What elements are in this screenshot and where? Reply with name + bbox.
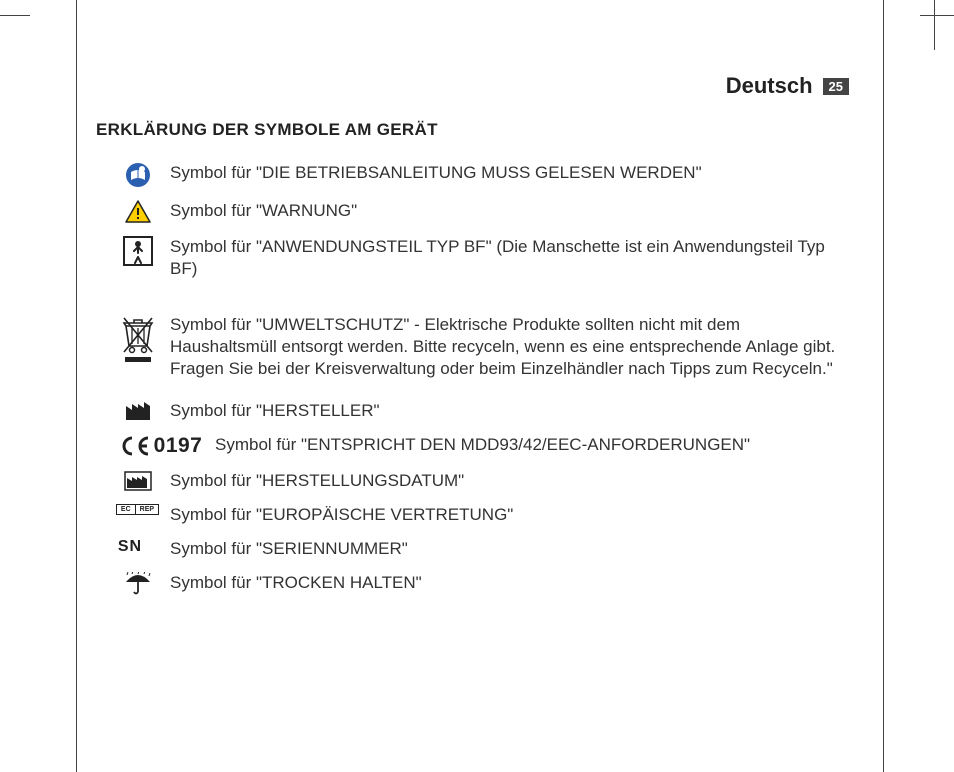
- sn-label: SN: [118, 538, 142, 556]
- list-item: Symbol für "HERSTELLUNGSDATUM": [105, 468, 844, 492]
- page-header: Deutsch 25: [726, 73, 849, 99]
- ce-mark-icon: 0197: [105, 432, 215, 458]
- keep-dry-icon: [105, 570, 170, 596]
- list-item: 0197 Symbol für "ENTSPRICHT DEN MDD93/42…: [105, 432, 844, 458]
- crop-mark: [0, 15, 30, 16]
- rep-label: REP: [136, 505, 158, 514]
- symbol-description: Symbol für "ANWENDUNGSTEIL TYP BF" (Die …: [170, 234, 844, 280]
- symbol-description: Symbol für "HERSTELLER": [170, 398, 380, 422]
- serial-number-icon: SN: [105, 536, 155, 556]
- crop-mark: [920, 15, 954, 16]
- symbol-description: Symbol für "TROCKEN HALTEN": [170, 570, 422, 594]
- section-title: ERKLÄRUNG DER SYMBOLE AM GERÄT: [96, 120, 438, 140]
- document-page: Deutsch 25 ERKLÄRUNG DER SYMBOLE AM GERÄ…: [0, 0, 954, 772]
- language-label: Deutsch: [726, 73, 813, 99]
- list-item: Symbol für "WARNUNG": [105, 198, 844, 224]
- list-item: Symbol für "TROCKEN HALTEN": [105, 570, 844, 596]
- crop-mark: [934, 0, 935, 50]
- symbol-description: Symbol für "DIE BETRIEBSANLEITUNG MUSS G…: [170, 160, 702, 184]
- list-item: Symbol für "UMWELTSCHUTZ" - Elektrische …: [105, 312, 844, 380]
- symbol-description: Symbol für "EUROPÄISCHE VERTRETUNG": [170, 502, 513, 526]
- symbol-description: Symbol für "SERIENNUMMER": [155, 536, 408, 560]
- symbol-description: Symbol für "HERSTELLUNGSDATUM": [170, 468, 464, 492]
- weee-icon: [105, 312, 170, 364]
- ec-label: EC: [117, 505, 136, 514]
- ec-rep-icon: EC REP: [105, 502, 170, 515]
- manufacturer-icon: [105, 398, 170, 422]
- symbol-description: Symbol für "UMWELTSCHUTZ" - Elektrische …: [170, 312, 844, 380]
- ce-number: 0197: [154, 434, 203, 458]
- list-item: SN Symbol für "SERIENNUMMER": [105, 536, 844, 560]
- symbol-list: Symbol für "DIE BETRIEBSANLEITUNG MUSS G…: [105, 160, 844, 606]
- page-number-badge: 25: [823, 78, 849, 95]
- list-item: Symbol für "DIE BETRIEBSANLEITUNG MUSS G…: [105, 160, 844, 188]
- list-item: Symbol für "HERSTELLER": [105, 398, 844, 422]
- warning-icon: [105, 198, 170, 224]
- type-bf-icon: [105, 234, 170, 266]
- symbol-description: Symbol für "ENTSPRICHT DEN MDD93/42/EEC-…: [215, 432, 750, 456]
- symbol-description: Symbol für "WARNUNG": [170, 198, 357, 222]
- crop-mark: [76, 0, 77, 772]
- list-item: EC REP Symbol für "EUROPÄISCHE VERTRETUN…: [105, 502, 844, 526]
- list-item: Symbol für "ANWENDUNGSTEIL TYP BF" (Die …: [105, 234, 844, 280]
- manufacture-date-icon: [105, 468, 170, 492]
- read-manual-icon: [105, 160, 170, 188]
- crop-mark: [883, 0, 884, 772]
